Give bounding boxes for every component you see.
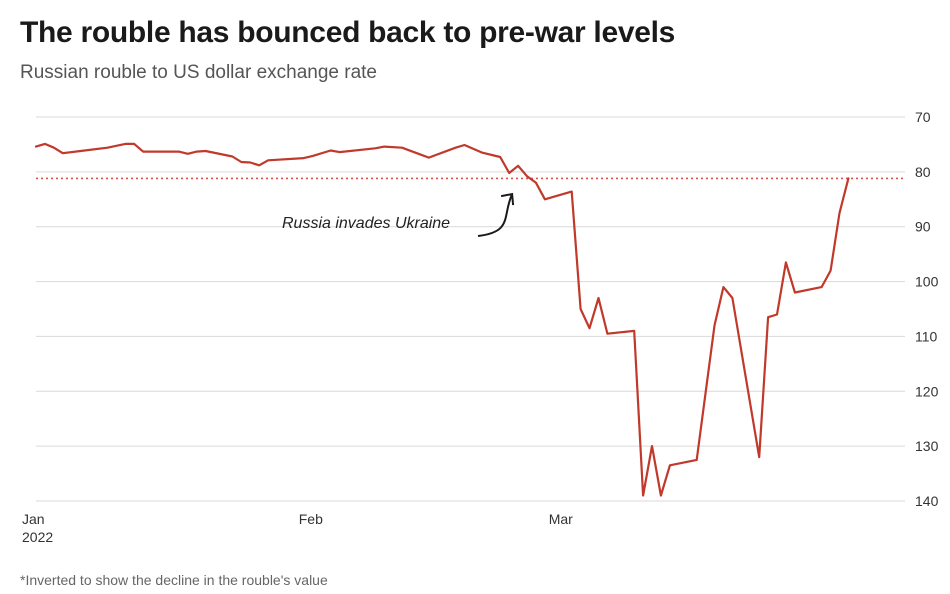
y-tick-label: 110 (915, 328, 938, 344)
chart-title: The rouble has bounced back to pre-war l… (20, 16, 676, 49)
y-tick-label: 90 (915, 219, 931, 235)
annotation-arrowhead (500, 192, 515, 206)
series-group (34, 142, 850, 497)
x-axis-ticks: Jan 2022 Feb Mar (22, 511, 573, 545)
y-tick-label: 70 (915, 109, 931, 125)
gridlines (36, 116, 905, 502)
y-tick-label: 130 (915, 438, 939, 454)
y-tick-label: 120 (915, 383, 939, 399)
x-tick-label: Mar (549, 511, 573, 527)
annotation-group: Russia invades Ukraine (282, 192, 515, 237)
y-tick-label: 100 (915, 274, 939, 290)
series-line (34, 142, 850, 497)
y-tick-label: 80 (915, 164, 931, 180)
chart-footnote: *Inverted to show the decline in the rou… (20, 572, 328, 588)
y-axis-ticks: 70 80 90 100 110 120 130 140 (915, 109, 939, 509)
x-tick-label: Feb (299, 511, 323, 527)
chart-subtitle: Russian rouble to US dollar exchange rat… (20, 62, 377, 83)
x-tick-label: Jan (22, 511, 45, 527)
x-tick-sublabel: 2022 (22, 529, 53, 545)
annotation-arrow (477, 193, 514, 237)
annotation-label: Russia invades Ukraine (282, 215, 450, 232)
y-tick-label: 140 (915, 493, 939, 509)
